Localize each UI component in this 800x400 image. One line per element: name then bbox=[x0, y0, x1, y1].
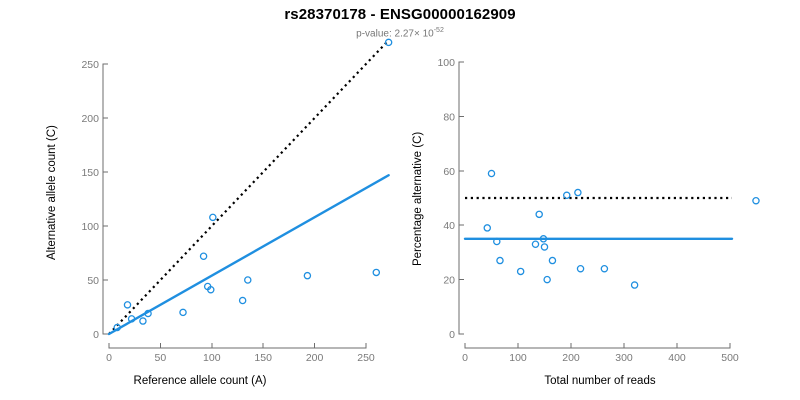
data-point bbox=[493, 237, 501, 246]
data-point bbox=[496, 256, 504, 265]
data-point bbox=[384, 38, 393, 47]
right-x-tick-label: 100 bbox=[509, 352, 527, 364]
panel-right-scatter: Percentage alternative (C) Total number … bbox=[400, 0, 800, 400]
data-point bbox=[576, 264, 585, 273]
data-point bbox=[630, 281, 639, 289]
left-y-tick-label: 200 bbox=[81, 113, 99, 125]
data-point bbox=[303, 271, 312, 280]
left-x-tick-label: 150 bbox=[254, 352, 272, 364]
data-point bbox=[113, 323, 121, 332]
left-y-tick-label: 100 bbox=[81, 221, 99, 233]
data-point bbox=[539, 235, 548, 243]
panel-left-scatter: Alternative allele count (C) Reference a… bbox=[46, 38, 393, 387]
right-y-tick-label: 40 bbox=[443, 220, 455, 232]
data-point bbox=[127, 315, 136, 323]
data-point bbox=[531, 240, 540, 248]
right-x-tick-label: 300 bbox=[615, 352, 633, 364]
data-point bbox=[207, 285, 215, 294]
data-point bbox=[535, 210, 543, 219]
left-x-tick-label: 50 bbox=[155, 352, 167, 364]
data-point bbox=[483, 224, 492, 232]
right-y-tick-label: 100 bbox=[437, 57, 455, 69]
identity-line bbox=[108, 39, 390, 335]
right-x-axis bbox=[464, 343, 731, 349]
pvalue-exponent: -52 bbox=[433, 27, 444, 34]
left-plot-canvas: 0 50 100 150 200 250 0 50 100 150 200 250 bbox=[81, 38, 393, 364]
data-point bbox=[179, 308, 187, 317]
data-point bbox=[123, 301, 132, 309]
left-x-axis bbox=[108, 343, 367, 349]
data-point bbox=[487, 169, 496, 178]
data-point bbox=[144, 309, 152, 318]
right-y-tick-label: 0 bbox=[449, 329, 455, 341]
figure-title: rs28370178 - ENSG00000162909 bbox=[284, 6, 516, 23]
right-y-tick-label: 20 bbox=[443, 275, 455, 287]
data-point bbox=[600, 264, 609, 273]
data-point bbox=[540, 243, 549, 251]
right-y-tick-label: 80 bbox=[443, 111, 455, 123]
data-point bbox=[139, 317, 147, 325]
pvalue-text: p-value: 2.27× 10 bbox=[356, 28, 434, 40]
figure-subtitle: p-value: 2.27× 10-52 bbox=[0, 27, 800, 39]
data-point bbox=[516, 267, 525, 276]
right-x-axis-title: Total number of reads bbox=[544, 375, 656, 387]
right-x-tick-label: 500 bbox=[721, 352, 739, 364]
data-point bbox=[199, 252, 208, 260]
left-x-tick-label: 100 bbox=[203, 352, 221, 364]
left-y-tick-label: 250 bbox=[81, 59, 99, 71]
left-y-tick-label: 0 bbox=[93, 329, 99, 341]
left-y-tick-label: 150 bbox=[81, 167, 99, 179]
right-y-axis-title: Percentage alternative (C) bbox=[412, 131, 424, 266]
regression-line bbox=[107, 174, 390, 336]
data-point bbox=[238, 296, 247, 305]
left-x-tick-label: 200 bbox=[306, 352, 324, 364]
left-y-axis-title: Alternative allele count (C) bbox=[46, 125, 58, 260]
right-y-tick-label: 60 bbox=[443, 166, 455, 178]
data-point bbox=[548, 256, 557, 265]
left-y-tick-label: 50 bbox=[87, 275, 99, 287]
data-point bbox=[543, 275, 551, 284]
data-point bbox=[244, 276, 252, 284]
right-plot-canvas: 0 20 40 60 80 100 0 100 200 300 400 500 bbox=[437, 57, 760, 364]
data-point bbox=[752, 196, 760, 205]
left-y-axis bbox=[102, 63, 108, 335]
data-point bbox=[574, 188, 582, 197]
left-x-axis-title: Reference allele count (A) bbox=[133, 375, 267, 387]
data-point bbox=[372, 268, 381, 277]
left-x-tick-label: 250 bbox=[357, 352, 375, 364]
data-point bbox=[563, 191, 571, 200]
left-x-tick-label: 0 bbox=[106, 352, 112, 364]
right-x-tick-label: 400 bbox=[668, 352, 686, 364]
data-point bbox=[209, 213, 217, 222]
right-y-axis bbox=[458, 61, 464, 335]
right-x-tick-label: 0 bbox=[462, 352, 468, 364]
right-x-tick-label: 200 bbox=[562, 352, 580, 364]
